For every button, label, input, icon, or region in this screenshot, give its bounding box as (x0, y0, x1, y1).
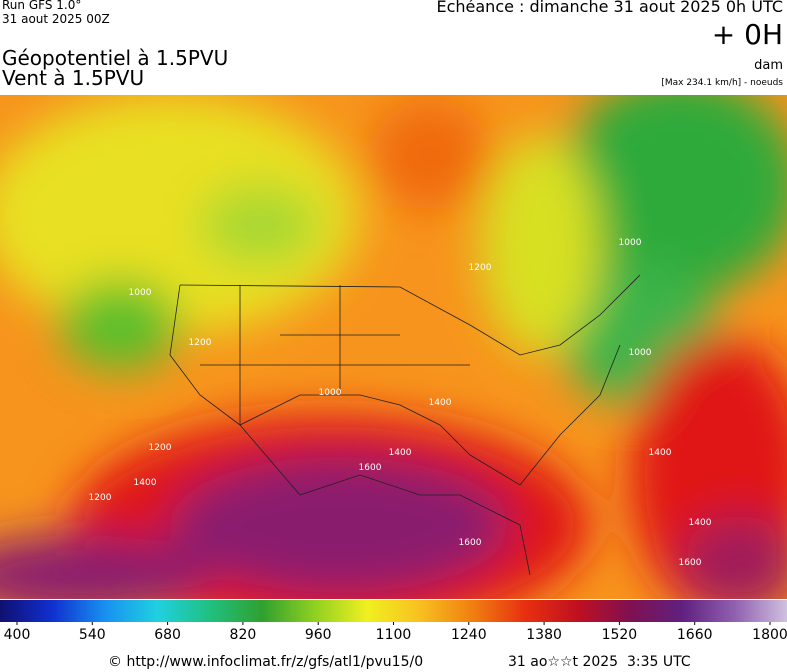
unit: dam (754, 58, 783, 73)
colorbar-label: 1800 (752, 627, 787, 643)
contour-label: 1000 (129, 288, 152, 298)
contour-label: 1200 (189, 338, 212, 348)
contour-label: 1200 (469, 263, 492, 273)
run-date: 31 aout 2025 00Z (2, 12, 110, 26)
contour-label: 1000 (619, 238, 642, 248)
colorbar-label: 1660 (677, 627, 713, 643)
contour-label: 1600 (679, 558, 702, 568)
contour-label: 1400 (689, 518, 712, 528)
echeance: Echéance : dimanche 31 aout 2025 0h UTC (436, 0, 783, 16)
contour-label: 1400 (429, 398, 452, 408)
contour-label: 1600 (459, 538, 482, 548)
offset: + 0H (711, 18, 783, 51)
colorbar-axis: 400 540 680 820 960 1100 1240 1380 1520 1660 1800 (4, 622, 787, 643)
contour-label: 1400 (134, 478, 157, 488)
colorbar-label: 1380 (526, 627, 562, 643)
colorbar-label: 1100 (376, 627, 412, 643)
colorbar-label: 1520 (602, 627, 638, 643)
title-line1: Géopotentiel à 1.5PVU (2, 46, 229, 70)
title-line2: Vent à 1.5PVU (2, 66, 145, 90)
colorbar-label: 540 (79, 627, 106, 643)
contour-label: 1200 (149, 443, 172, 453)
contour-label: 1000 (629, 348, 652, 358)
contour-label: 1400 (649, 448, 672, 458)
max-wind: [Max 234.1 km/h] - noeuds (661, 78, 783, 88)
colorbar-label: 1240 (451, 627, 487, 643)
contour-label: 1200 (89, 493, 112, 503)
contour-label: 1600 (359, 463, 382, 473)
contour-label: 1000 (319, 388, 342, 398)
colorbar-label: 680 (154, 627, 181, 643)
colorbar-label: 820 (230, 627, 257, 643)
footer-timestamp: 31 ao☆☆t 2025 3:35 UTC (508, 654, 691, 670)
colorbar (0, 600, 787, 622)
run-label: Run GFS 1.0° (2, 0, 82, 12)
colorbar-label: 960 (305, 627, 332, 643)
contour-label: 1400 (389, 448, 412, 458)
footer-source: © http://www.infoclimat.fr/z/gfs/atl1/pv… (108, 654, 424, 670)
colorbar-label: 400 (4, 627, 31, 643)
map: 1000 1200 1000 1200 1000 1200 1000 1400 1600 1400… (0, 95, 787, 599)
